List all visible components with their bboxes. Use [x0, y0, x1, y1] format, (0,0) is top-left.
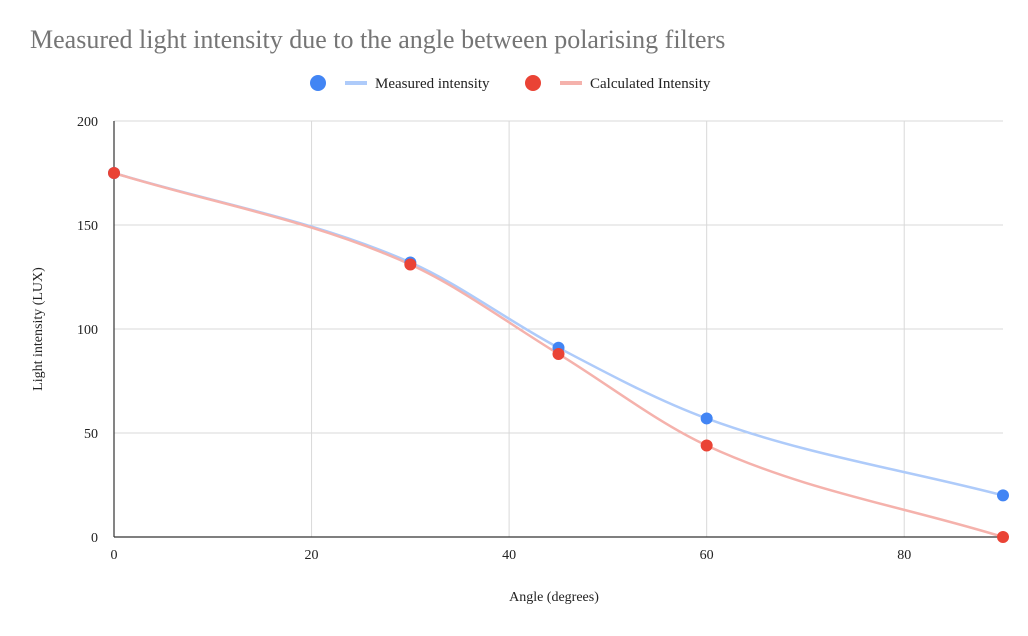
x-tick-label: 40: [502, 548, 516, 563]
y-tick-label: 50: [84, 427, 98, 442]
legend: Measured intensity Calculated Intensity: [310, 75, 711, 92]
legend-item-measured[interactable]: Measured intensity: [310, 75, 490, 92]
tick-labels: 0 50 100 150 200 0 20 40 60 80: [77, 115, 911, 563]
y-tick-label: 150: [77, 219, 98, 234]
data-point-series-1: [997, 531, 1009, 543]
legend-label-calculated: Calculated Intensity: [590, 76, 711, 92]
series: [108, 167, 1009, 543]
y-tick-label: 100: [77, 323, 98, 338]
gridlines: [114, 120, 1003, 537]
x-tick-label: 80: [897, 548, 911, 563]
x-tick-label: 60: [700, 548, 714, 563]
data-point-series-1: [404, 258, 417, 271]
data-point-series-1: [700, 439, 713, 452]
x-tick-label: 0: [111, 548, 118, 563]
legend-label-measured: Measured intensity: [375, 76, 490, 92]
data-point-series-0: [700, 412, 713, 425]
data-point-series-1: [552, 347, 565, 360]
y-tick-label: 0: [91, 531, 98, 546]
legend-marker-measured: [310, 75, 326, 91]
axes: [113, 121, 1003, 538]
y-tick-label: 200: [77, 115, 98, 130]
series-line-0: [113, 171, 1004, 497]
legend-marker-calculated: [525, 75, 541, 91]
data-point-series-0: [997, 489, 1009, 502]
data-point-series-1: [108, 167, 120, 179]
legend-item-calculated[interactable]: Calculated Intensity: [525, 75, 711, 92]
x-axis-title: Angle (degrees): [509, 590, 599, 605]
y-axis-title: Light intensity (LUX): [31, 267, 46, 391]
x-tick-label: 20: [305, 548, 319, 563]
chart-title: Measured light intensity due to the angl…: [30, 25, 725, 54]
